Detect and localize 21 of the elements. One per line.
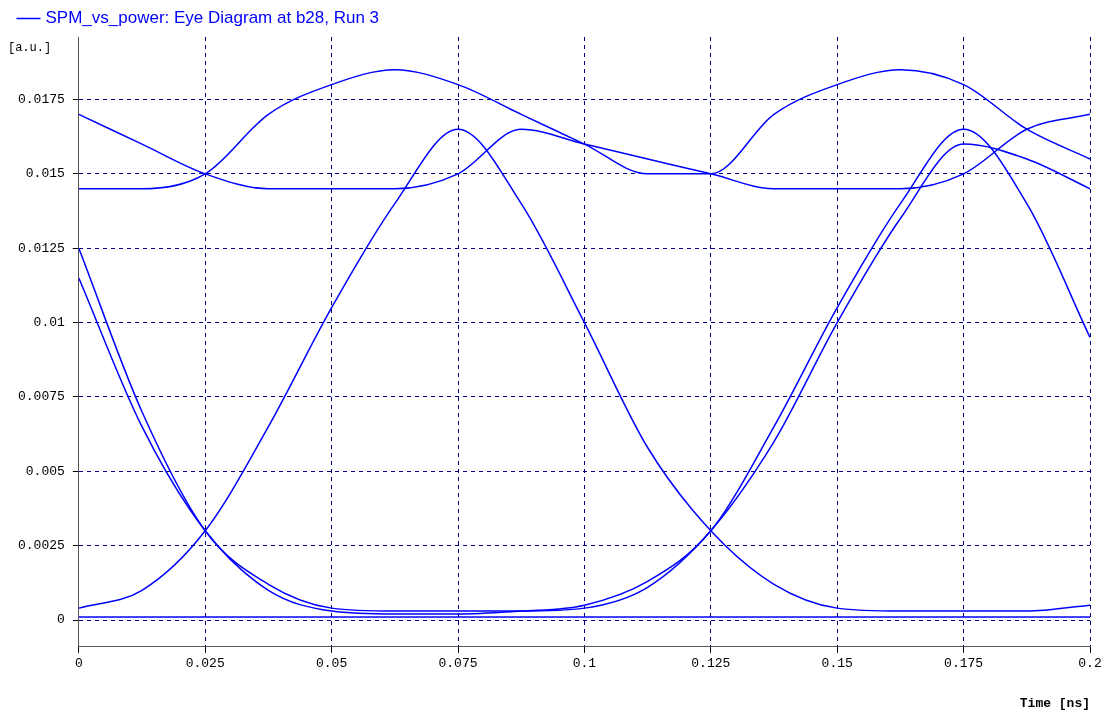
x-tick-label: 0.175 [944, 656, 984, 672]
y-tick-label: 0.015 [25, 166, 65, 182]
y-tick-label: 0.01 [33, 315, 65, 330]
y-tick-label: 0.005 [25, 463, 65, 479]
y-tick-label: 0.0025 [18, 538, 65, 554]
y-tick-label: 0.0075 [18, 389, 65, 405]
x-tick-label: 0.025 [185, 656, 225, 672]
x-tick-label: 0.125 [691, 656, 731, 672]
x-tick-label: 0.15 [821, 656, 853, 672]
y-axis-title: [a.u.] [8, 41, 52, 56]
x-tick-label: 0 [74, 656, 83, 672]
x-axis-title: Time [ns] [1019, 696, 1090, 712]
x-tick-label: 0.05 [316, 656, 348, 672]
x-tick-label: 0.1 [572, 656, 597, 672]
y-tick-label: 0 [57, 612, 65, 628]
x-tick-label: 0.075 [438, 656, 478, 672]
line-series [78, 68, 1090, 190]
legend-label: SPM_vs_power: Eye Diagram at b28, Run 3 [45, 8, 380, 28]
x-tick-label: 0.2 [1078, 656, 1102, 672]
y-tick-label: 0.0175 [18, 91, 65, 107]
y-tick-label: 0.0125 [18, 240, 65, 256]
